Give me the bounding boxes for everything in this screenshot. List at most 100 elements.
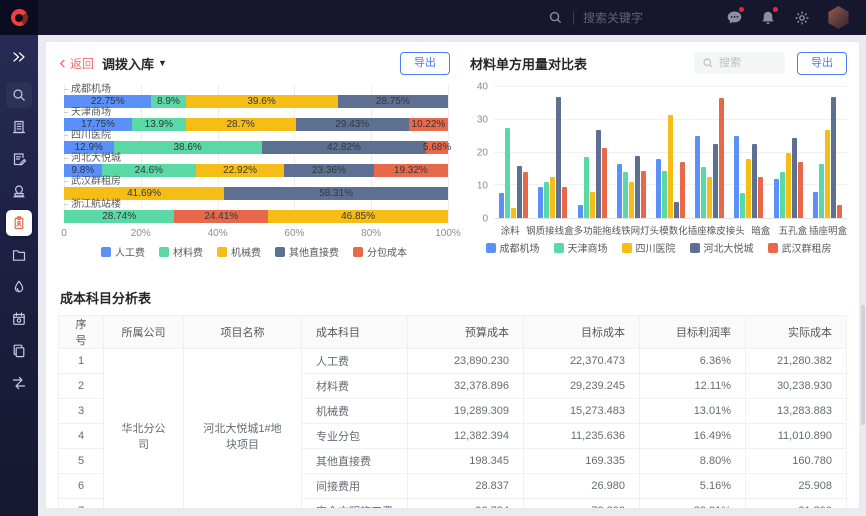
bar-成都机场[interactable] <box>655 159 661 218</box>
bar-成都机场[interactable] <box>734 136 740 218</box>
bar-segment-其他直接费[interactable]: 42.82% <box>261 141 427 154</box>
bar-四川医院[interactable] <box>550 177 556 218</box>
bar-group-橡皮接头[interactable] <box>690 87 729 218</box>
bar-segment-分包成本[interactable]: 24.41% <box>174 210 269 223</box>
bar-group-模数化插座[interactable] <box>651 87 690 218</box>
bar-天津商场[interactable] <box>779 172 785 218</box>
chart-search-box[interactable] <box>694 52 785 74</box>
bar-segment-材料费[interactable]: 24.6% <box>101 164 197 177</box>
legend-item-其他直接费[interactable]: 其他直接费 <box>275 244 339 259</box>
sidebar-item-inventory[interactable] <box>6 210 32 236</box>
bar-segment-其他直接费[interactable]: 28.75% <box>337 95 448 108</box>
sidebar-item-search[interactable] <box>6 82 32 108</box>
chart-search-input[interactable] <box>719 57 777 69</box>
scrollbar-thumb[interactable] <box>861 305 865 425</box>
chevron-down-icon[interactable]: ▼ <box>158 58 167 68</box>
bar-武汉群租房[interactable] <box>836 204 842 218</box>
legend-item-河北大悦城[interactable]: 河北大悦城 <box>689 240 754 255</box>
bar-天津商场[interactable] <box>544 181 550 218</box>
bar-天津商场[interactable] <box>701 167 707 218</box>
bar-segment-机械费[interactable]: 28.7% <box>185 118 296 131</box>
bar-武汉群租房[interactable] <box>719 98 725 218</box>
bar-武汉群租房[interactable] <box>523 172 529 218</box>
bar-segment-分包成本[interactable]: 19.32% <box>373 164 448 177</box>
bar-河北大悦城[interactable] <box>752 144 758 218</box>
bar-四川医院[interactable] <box>589 191 595 218</box>
bar-河北大悦城[interactable] <box>556 96 562 218</box>
bar-四川医院[interactable] <box>511 208 517 218</box>
bar-成都机场[interactable] <box>812 191 818 218</box>
bar-四川医院[interactable] <box>707 177 713 218</box>
bar-成都机场[interactable] <box>616 163 622 218</box>
bar-group-插座明盒[interactable] <box>808 87 847 218</box>
bell-icon[interactable] <box>759 6 778 27</box>
legend-item-机械费[interactable]: 机械费 <box>217 244 261 259</box>
legend-item-武汉群租房[interactable]: 武汉群租房 <box>767 240 832 255</box>
bar-group-钢质接线盒[interactable] <box>533 87 572 218</box>
legend-item-四川医院[interactable]: 四川医院 <box>621 240 676 255</box>
sidebar-item-copy[interactable] <box>6 338 32 364</box>
bar-segment-人工费[interactable]: 17.75% <box>64 118 133 131</box>
sidebar-item-flow[interactable] <box>6 370 32 396</box>
bar-天津商场[interactable] <box>583 157 589 218</box>
bar-segment-分包成本[interactable]: 5.68% <box>422 141 452 154</box>
bar-segment-机械费[interactable]: 39.6% <box>185 95 338 108</box>
bar-河北大悦城[interactable] <box>791 137 797 218</box>
back-link[interactable]: 返回 <box>58 55 94 72</box>
bar-四川医院[interactable] <box>667 114 673 218</box>
bar-河北大悦城[interactable] <box>713 144 719 218</box>
user-avatar[interactable] <box>828 6 849 29</box>
legend-item-材料费[interactable]: 材料费 <box>159 244 203 259</box>
bar-天津商场[interactable] <box>740 193 746 218</box>
bar-group-五孔盒[interactable] <box>769 87 808 218</box>
bar-天津商场[interactable] <box>818 163 824 218</box>
bar-武汉群租房[interactable] <box>797 162 803 218</box>
export-button-right[interactable]: 导出 <box>797 51 847 75</box>
bar-group-暗盒[interactable] <box>729 87 768 218</box>
sidebar-item-schedule[interactable] <box>6 306 32 332</box>
bar-四川医院[interactable] <box>824 129 830 218</box>
bar-segment-机械费[interactable]: 41.69% <box>64 187 225 200</box>
bar-segment-机械费[interactable]: 46.85% <box>268 210 448 223</box>
bar-成都机场[interactable] <box>577 204 583 218</box>
bar-成都机场[interactable] <box>499 193 505 218</box>
legend-item-分包成本[interactable]: 分包成本 <box>353 244 407 259</box>
bar-segment-材料费[interactable]: 8.9% <box>151 95 186 108</box>
bar-天津商场[interactable] <box>622 172 628 218</box>
export-button-left[interactable]: 导出 <box>400 51 450 75</box>
bar-segment-材料费[interactable]: 28.74% <box>64 210 175 223</box>
bar-河北大悦城[interactable] <box>517 165 523 218</box>
app-logo[interactable] <box>0 0 38 35</box>
sidebar-item-drop[interactable] <box>6 274 32 300</box>
bar-segment-其他直接费[interactable]: 29.43% <box>295 118 409 131</box>
bar-武汉群租房[interactable] <box>562 186 568 218</box>
bar-segment-其他直接费[interactable]: 58.31% <box>224 187 448 200</box>
bar-segment-其他直接费[interactable]: 23.36% <box>284 164 374 177</box>
message-icon[interactable] <box>725 6 744 27</box>
bar-成都机场[interactable] <box>538 186 544 218</box>
bar-四川医院[interactable] <box>785 152 791 218</box>
bar-天津商场[interactable] <box>505 127 511 218</box>
bar-成都机场[interactable] <box>695 136 701 218</box>
sidebar-item-collapse[interactable] <box>6 44 32 70</box>
bar-武汉群租房[interactable] <box>601 147 607 218</box>
bar-group-多功能拖线[interactable] <box>572 87 611 218</box>
legend-item-成都机场[interactable]: 成都机场 <box>485 240 540 255</box>
bar-segment-材料费[interactable]: 38.6% <box>113 141 262 154</box>
bar-武汉群租房[interactable] <box>640 170 646 218</box>
bar-河北大悦城[interactable] <box>830 96 836 218</box>
bar-河北大悦城[interactable] <box>673 201 679 218</box>
bar-武汉群租房[interactable] <box>758 177 764 218</box>
sidebar-item-form[interactable] <box>6 146 32 172</box>
bar-河北大悦城[interactable] <box>595 129 601 218</box>
sidebar-item-building[interactable] <box>6 114 32 140</box>
global-search[interactable] <box>546 9 669 27</box>
sidebar-item-folder[interactable] <box>6 242 32 268</box>
bar-河北大悦城[interactable] <box>634 155 640 218</box>
bar-segment-分包成本[interactable]: 10.22% <box>408 118 448 131</box>
bar-成都机场[interactable] <box>773 178 779 218</box>
bar-武汉群租房[interactable] <box>679 162 685 218</box>
bar-segment-人工费[interactable]: 22.75% <box>64 95 152 108</box>
bar-group-铁网灯头[interactable] <box>612 87 651 218</box>
legend-item-人工费[interactable]: 人工费 <box>101 244 145 259</box>
